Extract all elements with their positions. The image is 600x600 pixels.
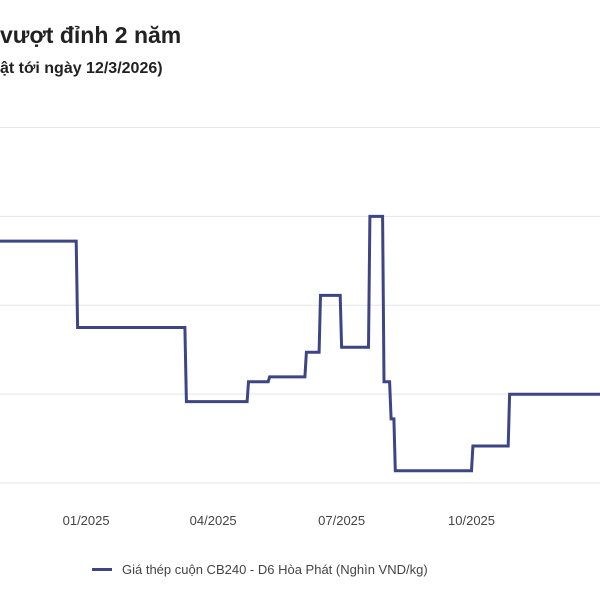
chart-legend[interactable]: Giá thép cuộn CB240 - D6 Hòa Phát (Nghìn… bbox=[92, 562, 428, 577]
chart-subtitle: ật tới ngày 12/3/2026) bbox=[0, 60, 163, 77]
x-tick-label: 04/2025 bbox=[190, 513, 237, 528]
x-tick-label: 01/2025 bbox=[63, 513, 110, 528]
legend-label: Giá thép cuộn CB240 - D6 Hòa Phát (Nghìn… bbox=[122, 562, 428, 577]
legend-line-swatch bbox=[92, 568, 112, 571]
chart-title: vượt đỉnh 2 năm bbox=[0, 22, 182, 48]
series-line-0 bbox=[0, 214, 600, 473]
x-tick-label: 07/2025 bbox=[318, 513, 365, 528]
x-tick-label: 10/2025 bbox=[448, 513, 495, 528]
